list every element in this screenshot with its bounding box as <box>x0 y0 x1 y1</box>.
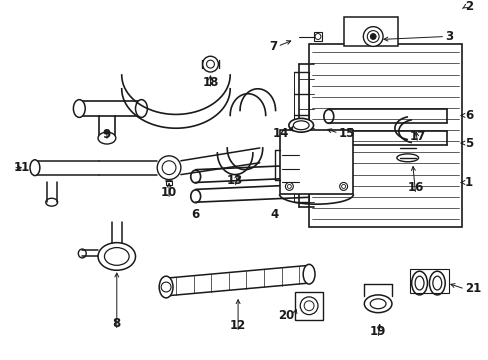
Bar <box>295 292 322 320</box>
Circle shape <box>300 297 317 315</box>
Text: 2: 2 <box>464 0 472 13</box>
Ellipse shape <box>364 295 391 313</box>
Bar <box>409 269 448 293</box>
Ellipse shape <box>98 132 116 144</box>
Text: 17: 17 <box>408 130 425 143</box>
Bar <box>308 44 461 227</box>
Ellipse shape <box>73 100 85 117</box>
Ellipse shape <box>428 271 444 295</box>
Circle shape <box>157 156 181 180</box>
Text: 19: 19 <box>369 325 386 338</box>
Text: 20: 20 <box>278 309 294 322</box>
Bar <box>279 130 353 194</box>
Text: 12: 12 <box>229 319 246 332</box>
Text: 6: 6 <box>191 207 200 221</box>
Text: 6: 6 <box>464 109 472 122</box>
Circle shape <box>339 183 347 190</box>
Text: 7: 7 <box>269 40 277 53</box>
Circle shape <box>202 56 218 72</box>
Text: 16: 16 <box>407 181 423 194</box>
Ellipse shape <box>30 160 40 176</box>
Text: 11: 11 <box>13 161 29 174</box>
Text: 21: 21 <box>464 283 480 296</box>
Text: 13: 13 <box>226 174 243 188</box>
Text: 9: 9 <box>102 128 111 141</box>
Bar <box>166 181 172 185</box>
Ellipse shape <box>411 271 427 295</box>
Ellipse shape <box>135 100 147 117</box>
Text: 1: 1 <box>464 176 472 189</box>
Text: 14: 14 <box>272 127 289 140</box>
Text: 5: 5 <box>464 136 472 149</box>
Text: 15: 15 <box>338 127 354 140</box>
Text: 18: 18 <box>202 76 218 89</box>
Text: 3: 3 <box>444 30 452 43</box>
Text: 10: 10 <box>161 186 177 199</box>
Ellipse shape <box>303 264 314 284</box>
Circle shape <box>369 33 375 40</box>
Text: 4: 4 <box>270 207 278 221</box>
Ellipse shape <box>159 276 173 298</box>
Text: 8: 8 <box>112 318 121 330</box>
Bar <box>313 32 321 41</box>
Circle shape <box>285 183 293 190</box>
Circle shape <box>363 27 382 46</box>
Ellipse shape <box>98 243 135 270</box>
Ellipse shape <box>288 118 313 132</box>
Bar <box>343 17 397 46</box>
